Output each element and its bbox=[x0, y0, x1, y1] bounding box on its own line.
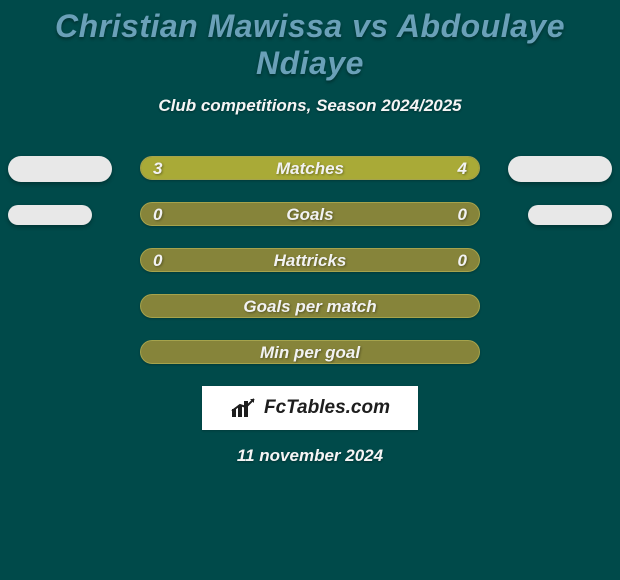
page-title: Christian Mawissa vs Abdoulaye Ndiaye bbox=[0, 0, 620, 82]
player-pill-right bbox=[528, 202, 612, 225]
stat-gauge: Goals per match bbox=[140, 294, 480, 318]
page-root: Christian Mawissa vs Abdoulaye Ndiaye Cl… bbox=[0, 0, 620, 580]
gauge-label: Hattricks bbox=[141, 249, 479, 271]
date-text: 11 november 2024 bbox=[0, 446, 620, 466]
stats-area: Matches34Goals00Hattricks00Goals per mat… bbox=[0, 156, 620, 366]
gauge-label: Min per goal bbox=[141, 341, 479, 363]
brand-box: FcTables.com bbox=[202, 386, 418, 430]
page-subtitle: Club competitions, Season 2024/2025 bbox=[0, 96, 620, 116]
player-pill-left bbox=[8, 156, 112, 182]
stat-gauge: Hattricks0 0 bbox=[140, 248, 480, 272]
gauge-value-right: 4 bbox=[458, 157, 467, 179]
gauge-label: Goals per match bbox=[141, 295, 479, 317]
pill-ellipse-icon bbox=[528, 205, 612, 225]
brand-chart-icon bbox=[230, 397, 260, 419]
stat-gauge: Min per goal bbox=[140, 340, 480, 364]
stat-row: Goals per match bbox=[0, 294, 620, 320]
gauge-value-left: 0 bbox=[153, 203, 162, 225]
pill-ellipse-icon bbox=[8, 205, 92, 225]
gauge-value-left: 3 bbox=[153, 157, 162, 179]
stat-row: Matches3 4 bbox=[0, 156, 620, 182]
pill-ellipse-icon bbox=[508, 156, 612, 182]
gauge-label: Matches bbox=[141, 157, 479, 179]
gauge-value-left: 0 bbox=[153, 249, 162, 271]
stat-gauge: Matches3 4 bbox=[140, 156, 480, 180]
player-pill-right bbox=[508, 156, 612, 182]
brand-text: FcTables.com bbox=[264, 397, 390, 419]
gauge-label: Goals bbox=[141, 203, 479, 225]
player-pill-left bbox=[8, 202, 92, 225]
gauge-value-right: 0 bbox=[458, 249, 467, 271]
stat-row: Min per goal bbox=[0, 340, 620, 366]
gauge-value-right: 0 bbox=[458, 203, 467, 225]
pill-ellipse-icon bbox=[8, 156, 112, 182]
stat-gauge: Goals0 0 bbox=[140, 202, 480, 226]
stat-row: Goals0 0 bbox=[0, 202, 620, 228]
stat-row: Hattricks0 0 bbox=[0, 248, 620, 274]
